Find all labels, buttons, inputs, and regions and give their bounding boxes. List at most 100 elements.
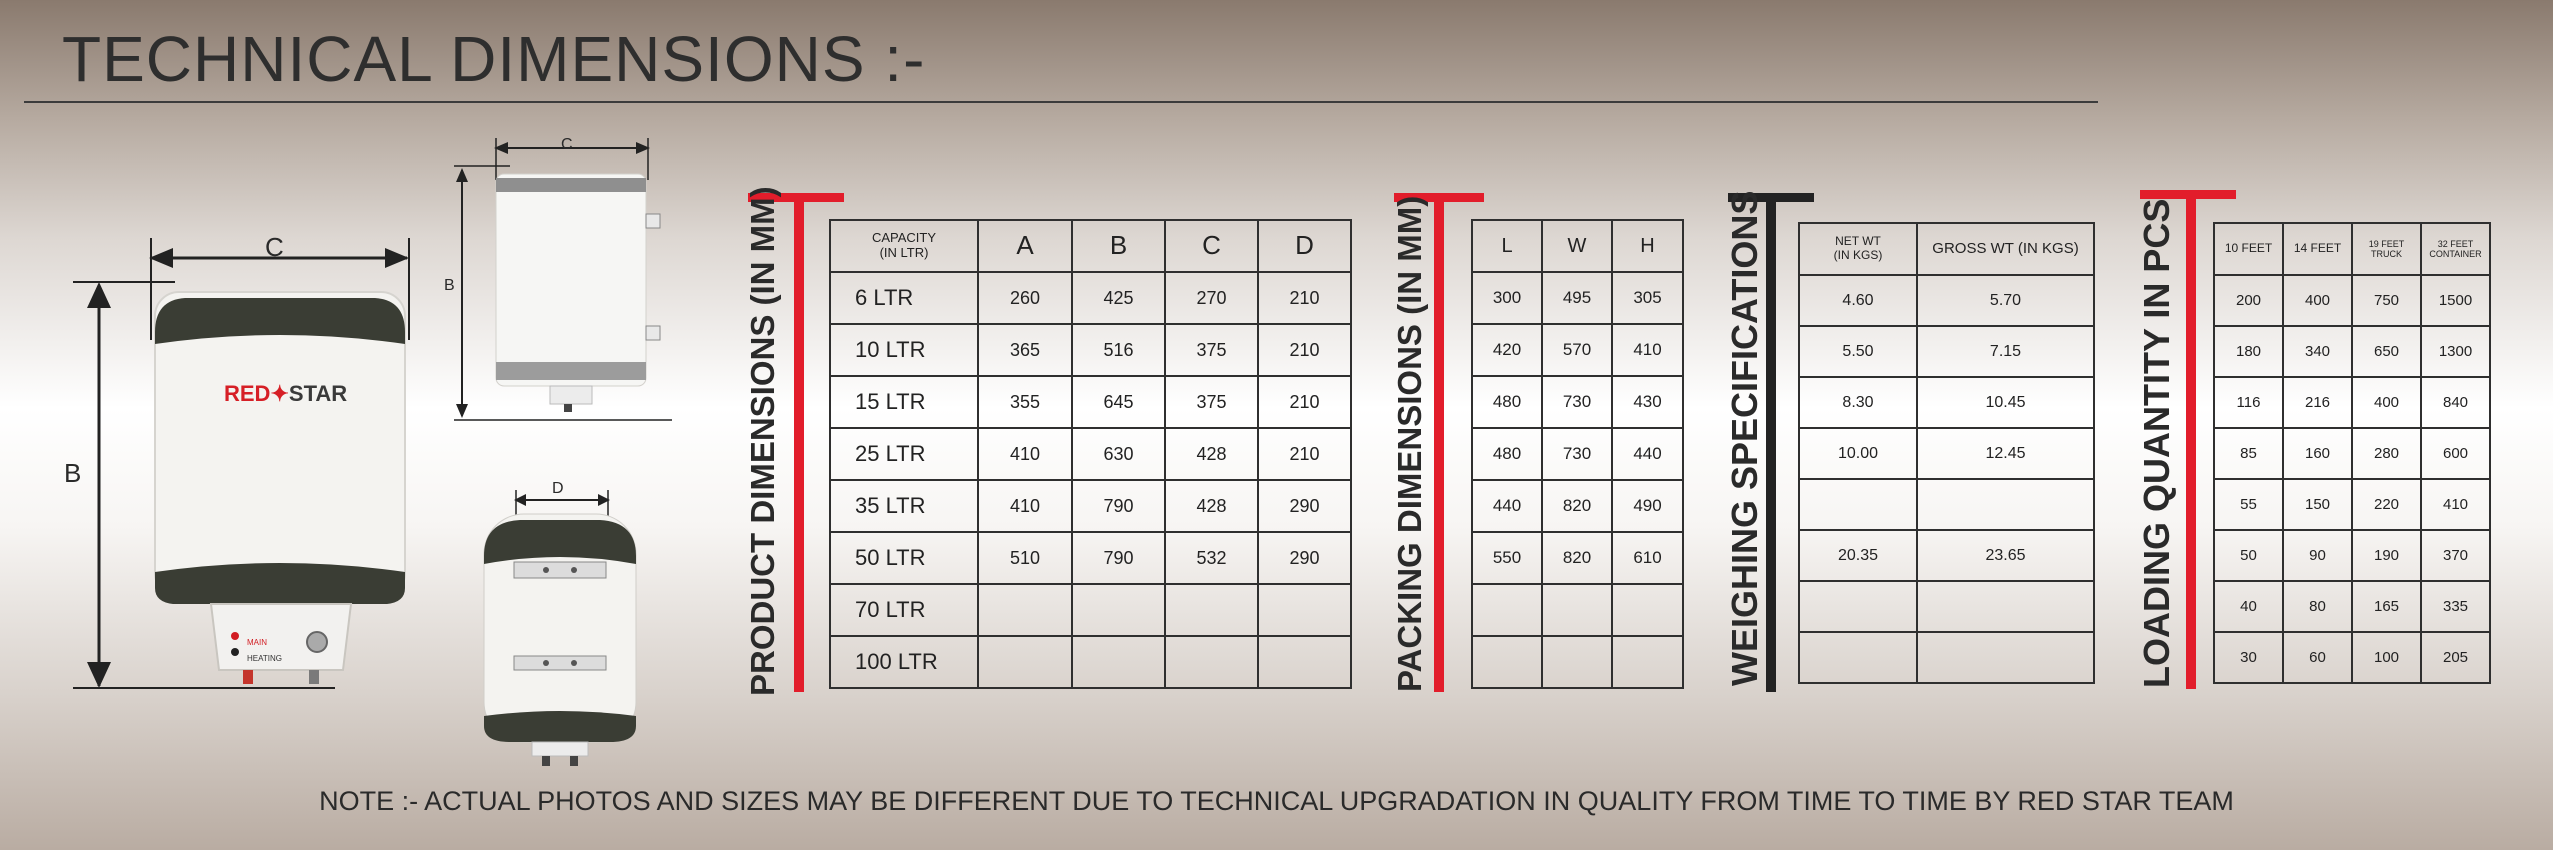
weighing-table-cell bbox=[1798, 580, 1918, 633]
weighing-specifications-table: NET WT (IN KGS) GROSS WT (IN KGS) 4.60 5.70… bbox=[1798, 222, 2095, 684]
loading-table-cell: 600 bbox=[2420, 427, 2491, 480]
brand-logo-star: STAR bbox=[288, 381, 348, 406]
weighing-table-row: 20.35 23.65 bbox=[1798, 529, 2095, 582]
packing-red-bar-vertical bbox=[1434, 202, 1444, 692]
weighing-table-row bbox=[1798, 631, 2095, 684]
loading-table-cell: 340 bbox=[2282, 325, 2353, 378]
product-header-cell: A bbox=[977, 219, 1073, 273]
weighing-table-row: 8.30 10.45 bbox=[1798, 376, 2095, 429]
packing-table-cell: 480 bbox=[1471, 375, 1543, 429]
heater-side-illustration bbox=[454, 138, 672, 421]
brand-star-icon: ✦ bbox=[270, 381, 289, 406]
weighing-table-cell: 23.65 bbox=[1916, 529, 2095, 582]
product-table-cell bbox=[1164, 583, 1259, 637]
weighing-table-cell: 12.45 bbox=[1916, 427, 2095, 480]
loading-table-cell: 1300 bbox=[2420, 325, 2491, 378]
packing-red-bar-top bbox=[1394, 193, 1484, 202]
dimension-label-d: D bbox=[552, 480, 564, 497]
loading-table-cell: 400 bbox=[2351, 376, 2422, 429]
weighing-table-cell: 8.30 bbox=[1798, 376, 1918, 429]
product-table-row: 35 LTR 410 790 428 290 bbox=[829, 479, 1352, 533]
product-table-cell: 290 bbox=[1257, 479, 1352, 533]
packing-table-cell: 300 bbox=[1471, 271, 1543, 325]
weighing-table-cell: 5.50 bbox=[1798, 325, 1918, 378]
loading-table-row: 116 216 400 840 bbox=[2213, 376, 2491, 429]
product-table-cell bbox=[1257, 583, 1352, 637]
product-table-row: 15 LTR 355 645 375 210 bbox=[829, 375, 1352, 429]
loading-table-row: 30 60 100 205 bbox=[2213, 631, 2491, 684]
packing-table-cell: 495 bbox=[1541, 271, 1613, 325]
product-red-bar-vertical bbox=[794, 202, 804, 692]
product-table-cell bbox=[1164, 635, 1259, 689]
packing-table-row: 420 570 410 bbox=[1471, 323, 1684, 377]
loading-table-cell: 85 bbox=[2213, 427, 2284, 480]
loading-table-cell: 650 bbox=[2351, 325, 2422, 378]
loading-table-cell: 840 bbox=[2420, 376, 2491, 429]
weighing-table-cell: 20.35 bbox=[1798, 529, 1918, 582]
dimension-label-b: B bbox=[64, 458, 82, 488]
loading-table-cell: 165 bbox=[2351, 580, 2422, 633]
weighing-table-cell: 5.70 bbox=[1916, 274, 2095, 327]
weighing-table-cell bbox=[1916, 580, 2095, 633]
panel-label-main: MAIN bbox=[247, 638, 267, 647]
loading-table-row: 85 160 280 600 bbox=[2213, 427, 2491, 480]
heater-back-illustration bbox=[483, 490, 637, 766]
product-table-cell: 365 bbox=[977, 323, 1073, 377]
product-table-cell: 15 LTR bbox=[829, 375, 979, 429]
product-table-row: 25 LTR 410 630 428 210 bbox=[829, 427, 1352, 481]
weighing-dark-bar-vertical bbox=[1766, 202, 1776, 692]
loading-table-cell: 205 bbox=[2420, 631, 2491, 684]
product-table-cell: 70 LTR bbox=[829, 583, 979, 637]
loading-table-cell: 200 bbox=[2213, 274, 2284, 327]
product-table-cell: 10 LTR bbox=[829, 323, 979, 377]
product-table-cell: 375 bbox=[1164, 375, 1259, 429]
dimension-label-b-side: B bbox=[444, 277, 455, 294]
brand-logo: RED✦STAR bbox=[224, 381, 347, 407]
packing-table-row bbox=[1471, 635, 1684, 689]
weighing-table-row bbox=[1798, 478, 2095, 531]
packing-table-cell bbox=[1611, 635, 1684, 689]
weighing-header-cell: GROSS WT (IN KGS) bbox=[1916, 222, 2095, 276]
packing-table-cell: 820 bbox=[1541, 531, 1613, 585]
packing-table-cell: 420 bbox=[1471, 323, 1543, 377]
product-table-cell bbox=[977, 583, 1073, 637]
product-red-bar-top bbox=[748, 193, 844, 202]
weighing-specifications-label: WEIGHING SPECIFICATIONS bbox=[1724, 190, 1765, 686]
loading-quantity-table: 10 FEET 14 FEET 19 FEET TRUCK 32 FEET CONTA… bbox=[2213, 222, 2491, 684]
packing-table-row: 440 820 490 bbox=[1471, 479, 1684, 533]
weighing-table-cell bbox=[1916, 478, 2095, 531]
product-table-row: 50 LTR 510 790 532 290 bbox=[829, 531, 1352, 585]
loading-red-bar-top bbox=[2140, 190, 2236, 199]
weighing-table-row: 5.50 7.15 bbox=[1798, 325, 2095, 378]
packing-header-cell: H bbox=[1611, 219, 1684, 273]
weighing-header-cell: NET WT (IN KGS) bbox=[1798, 222, 1918, 276]
loading-header-cell: 32 FEET CONTAINER bbox=[2420, 222, 2491, 276]
product-table-cell: 410 bbox=[977, 479, 1073, 533]
product-table-cell: 270 bbox=[1164, 271, 1259, 325]
packing-table-cell: 490 bbox=[1611, 479, 1684, 533]
loading-table-cell: 1500 bbox=[2420, 274, 2491, 327]
loading-table-cell: 370 bbox=[2420, 529, 2491, 582]
product-table-cell: 532 bbox=[1164, 531, 1259, 585]
heater-front-illustration bbox=[73, 238, 410, 689]
weighing-dark-bar-top bbox=[1728, 193, 1814, 202]
loading-header-cell: 14 FEET bbox=[2282, 222, 2353, 276]
product-table-cell: 25 LTR bbox=[829, 427, 979, 481]
packing-table-row: 300 495 305 bbox=[1471, 271, 1684, 325]
loading-table-cell: 50 bbox=[2213, 529, 2284, 582]
loading-table-cell: 40 bbox=[2213, 580, 2284, 633]
loading-table-cell: 160 bbox=[2282, 427, 2353, 480]
weighing-table-cell bbox=[1798, 631, 1918, 684]
product-dimensions-label: PRODUCT DIMENSIONS (IN MM) bbox=[744, 186, 781, 696]
packing-table-cell: 730 bbox=[1541, 375, 1613, 429]
product-table-cell: 410 bbox=[977, 427, 1073, 481]
loading-table-cell: 150 bbox=[2282, 478, 2353, 531]
weighing-table-cell bbox=[1798, 478, 1918, 531]
loading-table-row: 180 340 650 1300 bbox=[2213, 325, 2491, 378]
loading-table-cell: 220 bbox=[2351, 478, 2422, 531]
loading-table-cell: 30 bbox=[2213, 631, 2284, 684]
loading-table-row: 55 150 220 410 bbox=[2213, 478, 2491, 531]
title-underline bbox=[24, 101, 2098, 103]
